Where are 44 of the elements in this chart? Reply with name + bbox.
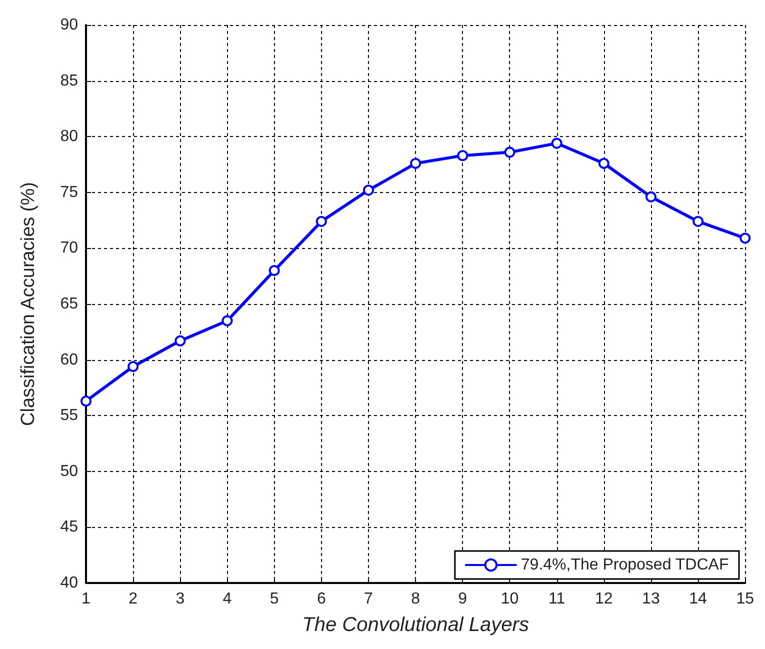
point <box>692 216 704 227</box>
point <box>80 396 92 407</box>
y-tick-label: 90 <box>60 16 78 34</box>
x-tick-label: 13 <box>642 590 660 608</box>
x-tick-label: 6 <box>316 590 326 608</box>
x-tick-label: 2 <box>128 590 138 608</box>
y-tick-label: 50 <box>60 462 78 480</box>
y-tick-label: 80 <box>60 128 78 146</box>
x-axis-title: The Convolutional Layers <box>302 614 529 636</box>
point <box>551 138 562 149</box>
y-tick-label: 60 <box>60 351 78 368</box>
x-tick-label: 5 <box>270 590 279 608</box>
point <box>410 158 422 169</box>
x-tick-label: 4 <box>222 590 232 608</box>
x-tick-label: 8 <box>411 590 420 608</box>
x-tick-label: 15 <box>736 590 754 608</box>
point <box>316 216 327 227</box>
x-tick-label: 9 <box>458 590 468 608</box>
x-tick-label: 3 <box>176 590 185 608</box>
x-tick-label: 11 <box>548 590 566 608</box>
point <box>457 150 468 162</box>
point <box>174 335 186 346</box>
x-tick-label: 14 <box>689 590 708 608</box>
point <box>598 158 610 169</box>
y-tick-label: 45 <box>60 518 78 536</box>
legend-label: 79.4%,The Proposed TDCAF <box>520 556 729 574</box>
y-tick-label: 65 <box>60 296 78 312</box>
x-tick-label: 1 <box>82 590 91 608</box>
point <box>362 184 374 196</box>
point <box>740 232 751 244</box>
x-tick-label: 10 <box>500 590 519 608</box>
y-tick-label: 40 <box>60 574 78 592</box>
point <box>645 191 656 202</box>
y-tick-label: 55 <box>60 407 78 424</box>
y-tick-label: 70 <box>60 240 78 257</box>
point <box>222 315 233 326</box>
y-axis-title: Classification Accuracies (%) <box>18 182 39 426</box>
point <box>128 361 139 372</box>
point <box>268 265 280 276</box>
x-tick-label: 12 <box>594 590 613 608</box>
y-tick-label: 75 <box>60 184 78 201</box>
x-tick-label: 7 <box>364 590 374 608</box>
y-tick-label: 85 <box>60 72 78 90</box>
point <box>504 146 516 158</box>
